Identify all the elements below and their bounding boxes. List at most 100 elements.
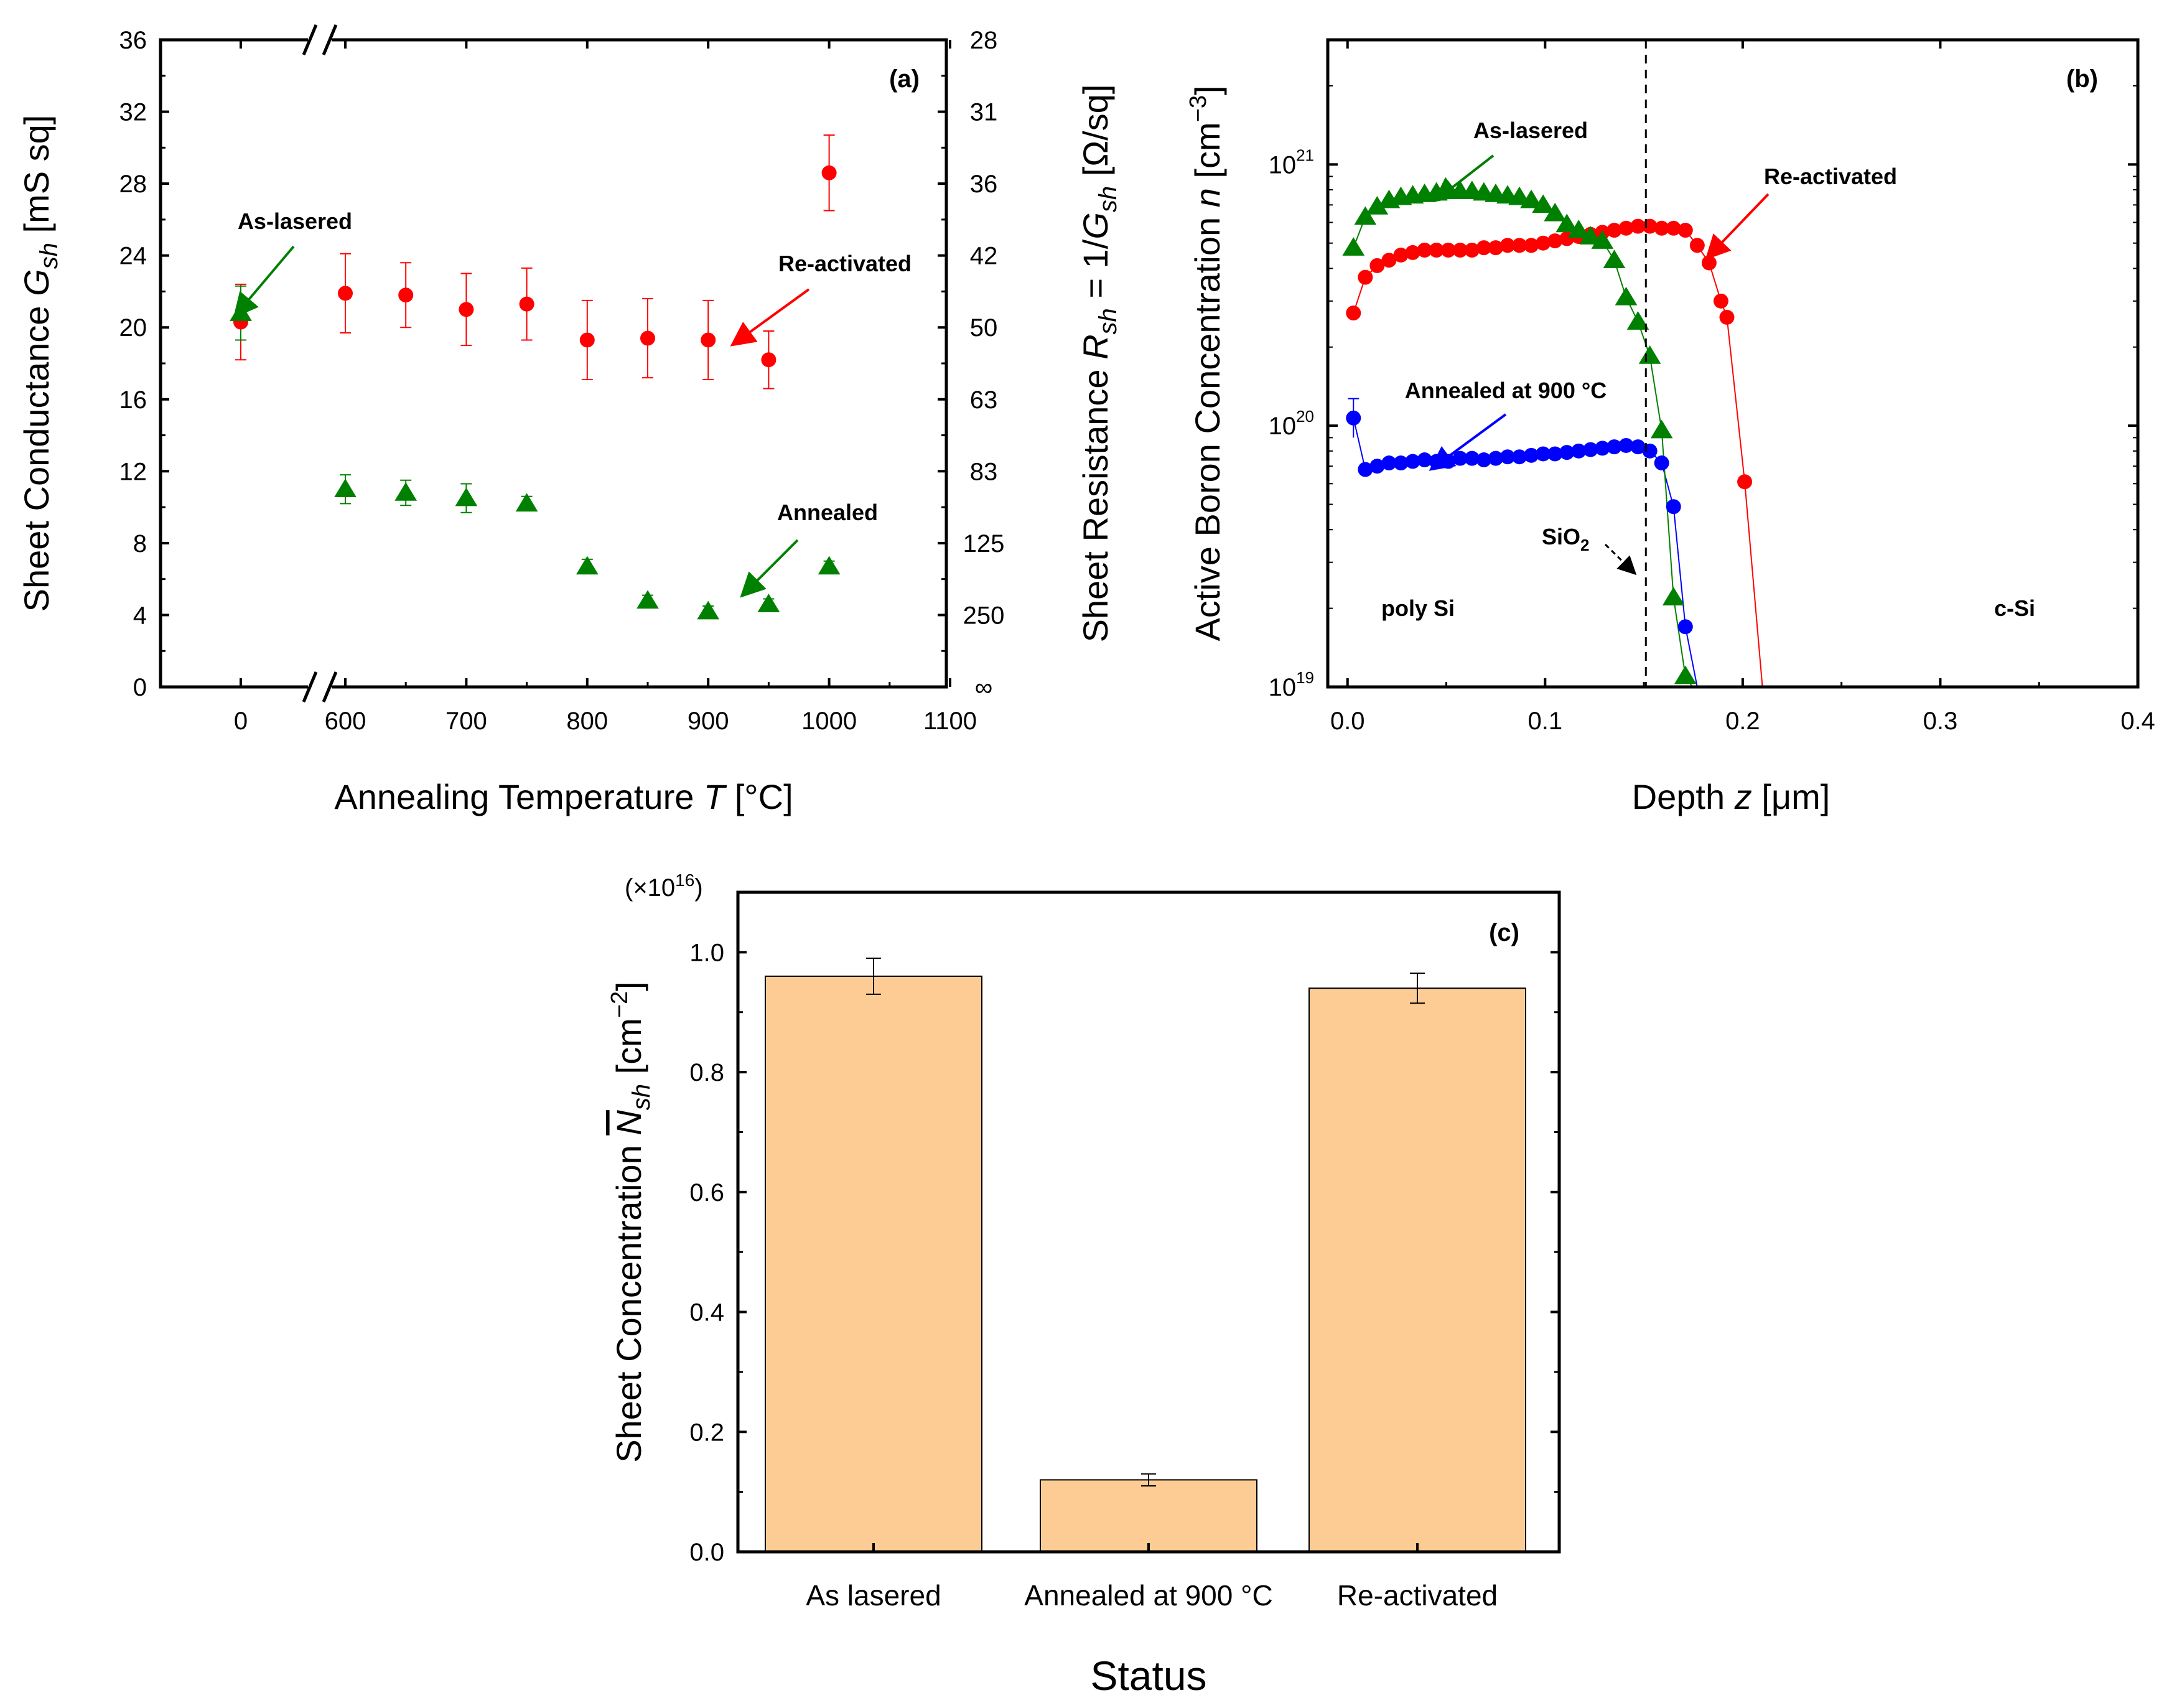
a-y-tick-label: 0: [133, 674, 147, 701]
data-point: [1366, 195, 1389, 215]
data-point: [1595, 441, 1610, 456]
data-point: [1618, 437, 1634, 453]
data-point: [1666, 220, 1681, 236]
data-point: [818, 556, 841, 575]
b-x-tick-label: 0.0: [1330, 707, 1365, 735]
data-point: [1476, 452, 1491, 468]
b-y-tick-label: 1019: [1269, 668, 1314, 701]
data-point: [1452, 450, 1468, 466]
bar: [765, 975, 982, 1552]
data-point: [1615, 286, 1638, 306]
data-point: [1417, 242, 1432, 258]
data-point: [1654, 220, 1669, 236]
b-x-tick-label: 0.1: [1528, 707, 1563, 735]
b-x-tick-label: 0.2: [1725, 707, 1760, 735]
data-point: [1429, 242, 1444, 258]
c-y-tick-label: 0.8: [689, 1059, 724, 1086]
data-point: [1677, 619, 1693, 635]
panel-a-y2-label: Sheet Resistance Rsh = 1/Gsh [Ω/sq]: [1076, 85, 1122, 643]
data-point: [1405, 454, 1420, 469]
a-x-tick-label: 1000: [801, 707, 857, 735]
b-x-tick-label: 0.4: [2120, 707, 2155, 735]
data-point: [1381, 455, 1397, 471]
a-x-tick-label: 700: [445, 707, 487, 735]
data-point: [1666, 499, 1681, 515]
data-point: [398, 287, 414, 303]
annotation-as-lasered-b: As-lasered: [1473, 118, 1588, 143]
annotation-re-activated-b: Re-activated: [1764, 164, 1897, 189]
data-point: [1369, 258, 1385, 273]
a-y2-tick-label: 36: [970, 170, 998, 198]
data-point: [1626, 311, 1649, 330]
data-point: [1532, 194, 1554, 213]
data-point: [1583, 442, 1598, 457]
data-point: [1677, 223, 1693, 238]
panel-a-y-label: Sheet Conductance Gsh [mS sq]: [17, 115, 63, 612]
data-point: [761, 352, 777, 368]
bar: [1040, 1479, 1257, 1552]
a-x-tick-label: 1100: [923, 707, 977, 735]
a-y2-tick-label: 28: [970, 27, 998, 54]
data-point: [1719, 309, 1735, 325]
panel-c-label: (c): [1489, 919, 1519, 946]
panel-c: 0.0 0.2 0.4 0.6 0.8 1.0 As lasered Annealed at …: [607, 870, 1561, 1699]
data-point: [455, 487, 478, 506]
c-category-label: Annealed at 900 °C: [1024, 1579, 1272, 1612]
annotation-sio2: SiO2: [1542, 524, 1589, 554]
data-point: [334, 478, 357, 497]
data-point: [1524, 447, 1539, 463]
data-point: [1555, 213, 1579, 233]
data-point: [1381, 253, 1397, 268]
c-y-tick-label: 0.6: [689, 1179, 724, 1206]
a-y-tick-label: 4: [133, 602, 147, 629]
data-point: [1346, 306, 1361, 321]
panel-a-frame: [159, 38, 948, 689]
panel-c-multiplier: (×1016): [625, 870, 703, 902]
data-point: [1654, 455, 1669, 471]
a-y-tick-label: 12: [119, 458, 147, 485]
data-point: [1342, 237, 1365, 256]
c-y-tick-label: 0.4: [689, 1299, 724, 1327]
data-point: [1713, 293, 1728, 309]
data-point: [1346, 410, 1361, 426]
c-category-label: Re-activated: [1337, 1579, 1498, 1612]
data-point: [1520, 189, 1542, 208]
arrow-sio2: [1604, 543, 1637, 576]
a-y-tick-label: 24: [119, 243, 147, 270]
a-y-tick-label: 8: [133, 530, 147, 558]
data-point: [1547, 446, 1563, 462]
data-point: [1701, 255, 1717, 271]
panel-b-x-label: Depth z [μm]: [1632, 777, 1831, 816]
arrow-as-lasered-b: [1433, 154, 1495, 202]
data-point: [1464, 450, 1480, 466]
data-point: [519, 296, 534, 312]
data-point: [757, 594, 780, 612]
a-y-tick-label: 16: [119, 386, 147, 414]
arrow-annealed-b: [1429, 413, 1507, 471]
arrow-re-activated-b: [1705, 193, 1770, 260]
data-point: [579, 332, 595, 348]
data-point: [1488, 240, 1503, 256]
annotation-annealed: Annealed: [777, 500, 878, 525]
a-y2-tick-label: 125: [963, 530, 1005, 558]
a-x-tick-label: 900: [688, 707, 729, 735]
a-x-tick-label: 600: [325, 707, 366, 735]
data-point: [637, 590, 659, 609]
data-point: [1618, 220, 1634, 236]
a-x-tick-label: 0: [234, 707, 248, 735]
c-category-label: As lasered: [806, 1579, 941, 1612]
region-c-si: c-Si: [1994, 595, 2035, 621]
data-point: [1354, 206, 1377, 225]
a-y2-tick-label: 31: [970, 99, 998, 126]
data-point: [1488, 450, 1503, 466]
data-point: [1662, 587, 1685, 605]
data-point: [576, 556, 599, 575]
panel-c-y-label: Sheet Concentration Nsh [cm−2]: [607, 981, 655, 1462]
data-point: [1393, 455, 1409, 471]
data-point: [1440, 242, 1456, 258]
annotation-as-lasered: As-lasered: [238, 208, 352, 234]
data-point: [1638, 345, 1661, 364]
annotation-annealed-b: Annealed at 900 °C: [1405, 378, 1607, 403]
annotation-re-activated: Re-activated: [778, 251, 912, 276]
